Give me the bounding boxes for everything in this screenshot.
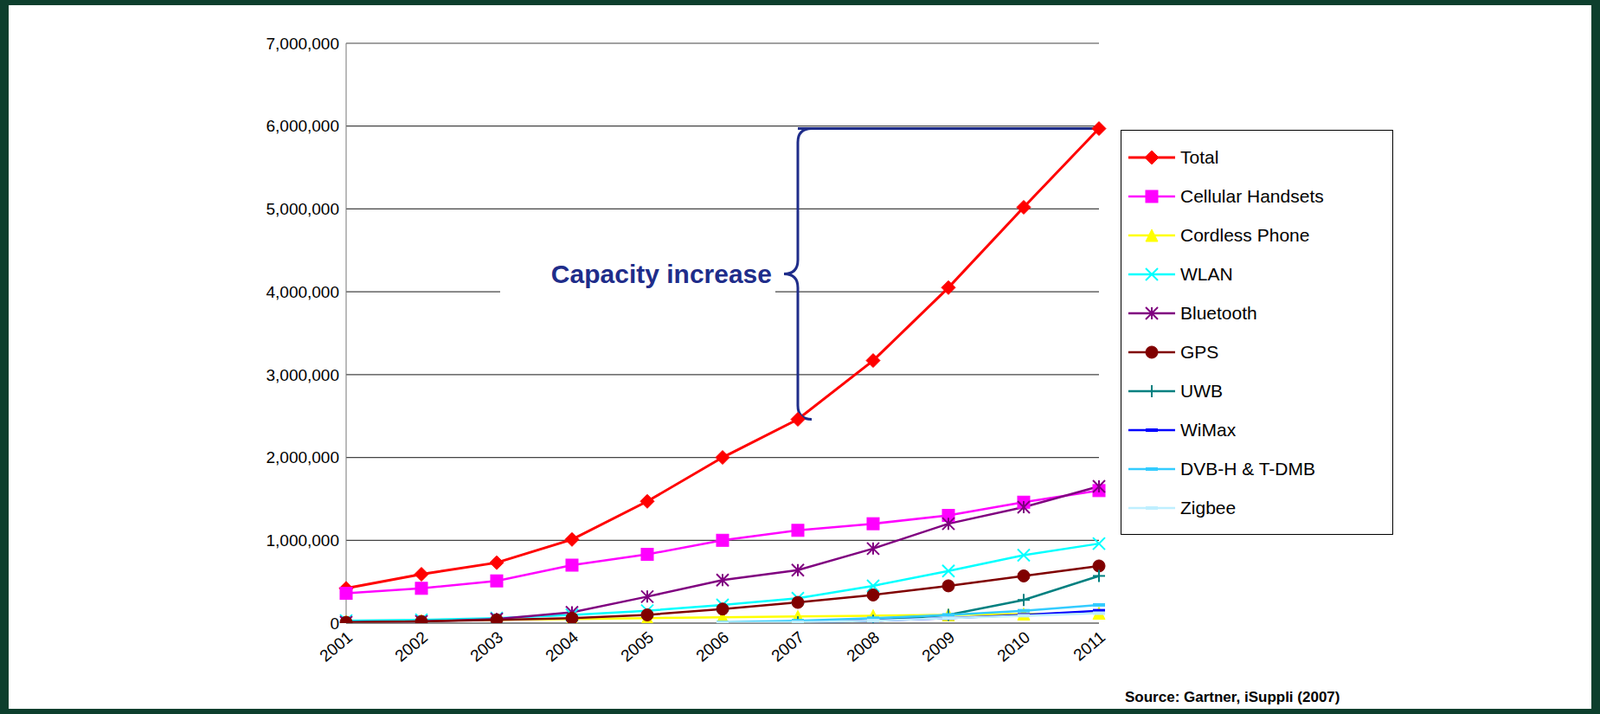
svg-text:2004: 2004 [541, 627, 582, 666]
svg-text:0: 0 [329, 614, 340, 633]
svg-text:6,000,000: 6,000,000 [265, 116, 340, 135]
svg-text:3,000,000: 3,000,000 [265, 366, 340, 385]
html-text:WLAN: WLAN [1180, 263, 1233, 284]
svg-text:2002: 2002 [391, 627, 431, 665]
html-text:WiMax: WiMax [1180, 419, 1236, 440]
svg-text:Capacity increase: Capacity increase [551, 259, 772, 289]
html-text:UWB: UWB [1180, 380, 1223, 401]
svg-text:2010: 2010 [993, 627, 1034, 665]
svg-text:4,000,000: 4,000,000 [265, 282, 340, 302]
svg-text:2005: 2005 [616, 627, 657, 665]
html-text:DVB-H & T-DMB: DVB-H & T-DMB [1180, 458, 1316, 479]
svg-text:2008: 2008 [842, 627, 883, 665]
svg-text:1,000,000: 1,000,000 [265, 531, 340, 550]
svg-text:2006: 2006 [692, 627, 733, 665]
svg-text:7,000,000: 7,000,000 [265, 34, 340, 53]
svg-text:2001: 2001 [315, 627, 356, 665]
html-text:Bluetooth: Bluetooth [1180, 302, 1258, 323]
html-text:Total: Total [1180, 146, 1219, 167]
html-text:Zigbee: Zigbee [1180, 497, 1236, 518]
html-text:Cellular Handsets: Cellular Handsets [1180, 185, 1324, 206]
html-text:GPS: GPS [1180, 341, 1219, 362]
html-text:Source: Gartner, iSuppli (2007: Source: Gartner, iSuppli (2007) [1124, 688, 1340, 706]
svg-text:2011: 2011 [1069, 627, 1109, 664]
svg-text:2007: 2007 [767, 627, 808, 665]
svg-text:2003: 2003 [466, 627, 507, 665]
svg-text:2,000,000: 2,000,000 [265, 448, 340, 467]
svg-text:5,000,000: 5,000,000 [265, 199, 340, 219]
svg-text:2009: 2009 [918, 627, 958, 665]
html-text:Cordless Phone: Cordless Phone [1180, 224, 1310, 245]
